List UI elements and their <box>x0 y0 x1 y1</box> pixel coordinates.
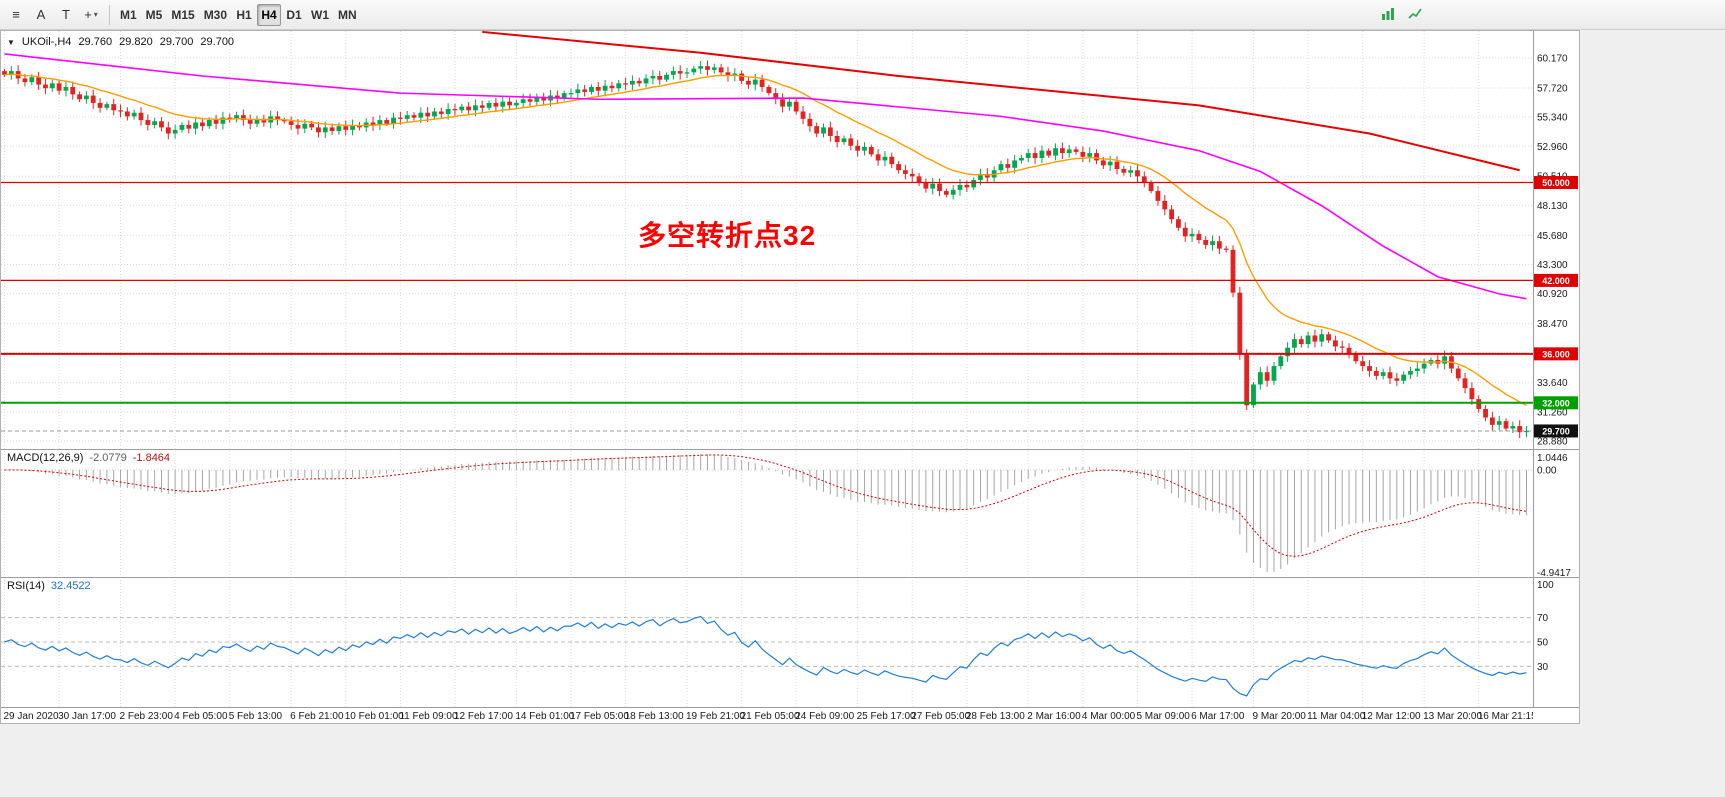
line-chart-button[interactable] <box>1403 3 1427 25</box>
macd-value-signal: -1.8464 <box>132 452 171 464</box>
svg-text:30: 30 <box>1537 662 1549 673</box>
timeframe-h4-button[interactable]: H4 <box>257 3 282 26</box>
svg-text:16 Mar 21:15: 16 Mar 21:15 <box>1478 711 1537 722</box>
svg-text:14 Feb 01:00: 14 Feb 01:00 <box>515 711 574 722</box>
ohlc-high: 29.820 <box>119 36 153 48</box>
line-studies-button[interactable]: + ▾ <box>79 4 103 26</box>
svg-text:36.000: 36.000 <box>1542 349 1570 359</box>
svg-text:-4.9417: -4.9417 <box>1537 568 1571 579</box>
svg-text:9 Mar 20:00: 9 Mar 20:00 <box>1252 711 1306 722</box>
toolbar: ≡ A T + ▾ M1 M5 M15 M30 H1 H4 D1 W1 MN <box>0 0 1725 30</box>
macd-label: MACD(12,26,9) -2.0779 -1.8464 <box>7 452 170 464</box>
svg-text:25 Feb 17:00: 25 Feb 17:00 <box>857 711 916 722</box>
bar-chart-icon <box>1382 8 1394 20</box>
timeframe-m5-button[interactable]: M5 <box>142 4 167 26</box>
toolbar-right-tools <box>1376 3 1427 25</box>
chart-canvas[interactable]: 29 Jan 2020 30 Jan 17:00 2 Feb 23:00 4 Feb … <box>1 31 1579 723</box>
svg-text:40.920: 40.920 <box>1537 289 1568 300</box>
timeframe-mn-button[interactable]: MN <box>334 4 361 26</box>
svg-text:42.000: 42.000 <box>1542 276 1570 286</box>
svg-text:28 Feb 13:00: 28 Feb 13:00 <box>966 711 1025 722</box>
svg-text:48.130: 48.130 <box>1537 201 1568 212</box>
svg-text:45.680: 45.680 <box>1537 231 1568 242</box>
macd-value-main: -2.0779 <box>89 452 127 464</box>
text-label-button[interactable]: A <box>29 4 53 26</box>
svg-text:30 Jan 17:00: 30 Jan 17:00 <box>58 711 116 722</box>
svg-text:31.260: 31.260 <box>1537 407 1568 418</box>
svg-text:60.170: 60.170 <box>1537 54 1568 65</box>
chart-window: 29 Jan 2020 30 Jan 17:00 2 Feb 23:00 4 Feb … <box>0 30 1580 724</box>
svg-text:28.880: 28.880 <box>1537 437 1568 448</box>
svg-text:24 Feb 09:00: 24 Feb 09:00 <box>795 711 854 722</box>
crosshair-icon: + <box>84 7 92 22</box>
chevron-down-icon: ▾ <box>93 10 98 19</box>
svg-text:0.00: 0.00 <box>1537 466 1557 477</box>
symbol-label: UKOil-,H4 <box>21 36 72 48</box>
svg-text:50.000: 50.000 <box>1542 178 1570 188</box>
svg-text:29 Jan 2020: 29 Jan 2020 <box>4 711 59 722</box>
svg-text:12 Feb 17:00: 12 Feb 17:00 <box>454 711 513 722</box>
svg-text:43.300: 43.300 <box>1537 260 1568 271</box>
rsi-label: RSI(14) 32.4522 <box>7 580 91 592</box>
svg-text:6 Mar 17:00: 6 Mar 17:00 <box>1191 711 1245 722</box>
toolbar-separator <box>109 4 110 25</box>
svg-text:57.720: 57.720 <box>1537 83 1568 94</box>
macd-name: MACD(12,26,9) <box>7 452 84 464</box>
svg-text:11 Feb 09:00: 11 Feb 09:00 <box>399 711 458 722</box>
svg-text:5 Feb 13:00: 5 Feb 13:00 <box>229 711 283 722</box>
timeframe-d1-button[interactable]: D1 <box>282 4 306 26</box>
svg-text:33.640: 33.640 <box>1537 378 1568 389</box>
bar-chart-button[interactable] <box>1376 3 1400 25</box>
timeframe-m15-button[interactable]: M15 <box>167 4 198 26</box>
rsi-value: 32.4522 <box>50 580 91 592</box>
svg-text:12 Mar 12:00: 12 Mar 12:00 <box>1362 711 1421 722</box>
svg-text:5 Mar 09:00: 5 Mar 09:00 <box>1136 711 1190 722</box>
svg-text:27 Feb 05:00: 27 Feb 05:00 <box>911 711 970 722</box>
svg-text:4 Feb 05:00: 4 Feb 05:00 <box>174 711 228 722</box>
line-chart-icon <box>1408 8 1422 19</box>
svg-text:10 Feb 01:00: 10 Feb 01:00 <box>345 711 404 722</box>
text-cursor-icon: T <box>62 7 70 22</box>
ohlc-low: 29.700 <box>159 36 194 48</box>
svg-text:32.000: 32.000 <box>1542 398 1570 408</box>
text-cursor-button[interactable]: T <box>54 4 78 26</box>
svg-text:55.340: 55.340 <box>1537 113 1568 124</box>
svg-text:2 Feb 23:00: 2 Feb 23:00 <box>120 711 174 722</box>
timeframe-m30-button[interactable]: M30 <box>200 4 231 26</box>
svg-text:70: 70 <box>1537 613 1549 624</box>
timeframe-h1-button[interactable]: H1 <box>232 4 256 26</box>
svg-text:4 Mar 00:00: 4 Mar 00:00 <box>1082 711 1136 722</box>
charts-grid-icon: ≡ <box>12 7 20 22</box>
svg-text:52.960: 52.960 <box>1537 142 1568 153</box>
rsi-name: RSI(14) <box>7 580 45 592</box>
annotation-text[interactable]: 多空转折点32 <box>638 220 817 251</box>
ohlc-open: 29.760 <box>78 36 113 48</box>
svg-text:29.700: 29.700 <box>1542 426 1570 436</box>
chart-header: ▼ UKOil-,H4 29.760 29.820 29.700 29.700 <box>7 36 234 48</box>
svg-text:21 Feb 05:00: 21 Feb 05:00 <box>741 711 800 722</box>
svg-text:17 Feb 05:00: 17 Feb 05:00 <box>570 711 629 722</box>
timeframe-w1-button[interactable]: W1 <box>307 4 333 26</box>
svg-text:38.470: 38.470 <box>1537 319 1568 330</box>
timeframe-m1-button[interactable]: M1 <box>116 4 141 26</box>
svg-text:19 Feb 21:00: 19 Feb 21:00 <box>686 711 745 722</box>
ohlc-close: 29.700 <box>200 36 235 48</box>
svg-text:50: 50 <box>1537 638 1549 649</box>
svg-text:2 Mar 16:00: 2 Mar 16:00 <box>1027 711 1081 722</box>
svg-text:13 Mar 20:00: 13 Mar 20:00 <box>1423 711 1482 722</box>
charts-grid-button[interactable]: ≡ <box>4 4 28 26</box>
svg-text:18 Feb 13:00: 18 Feb 13:00 <box>625 711 684 722</box>
svg-text:6 Feb 21:00: 6 Feb 21:00 <box>290 711 344 722</box>
collapse-icon[interactable]: ▼ <box>7 37 15 47</box>
svg-text:1.0446: 1.0446 <box>1537 453 1568 464</box>
text-label-icon: A <box>36 7 46 22</box>
svg-text:100: 100 <box>1537 580 1554 591</box>
svg-text:11 Mar 04:00: 11 Mar 04:00 <box>1307 711 1366 722</box>
